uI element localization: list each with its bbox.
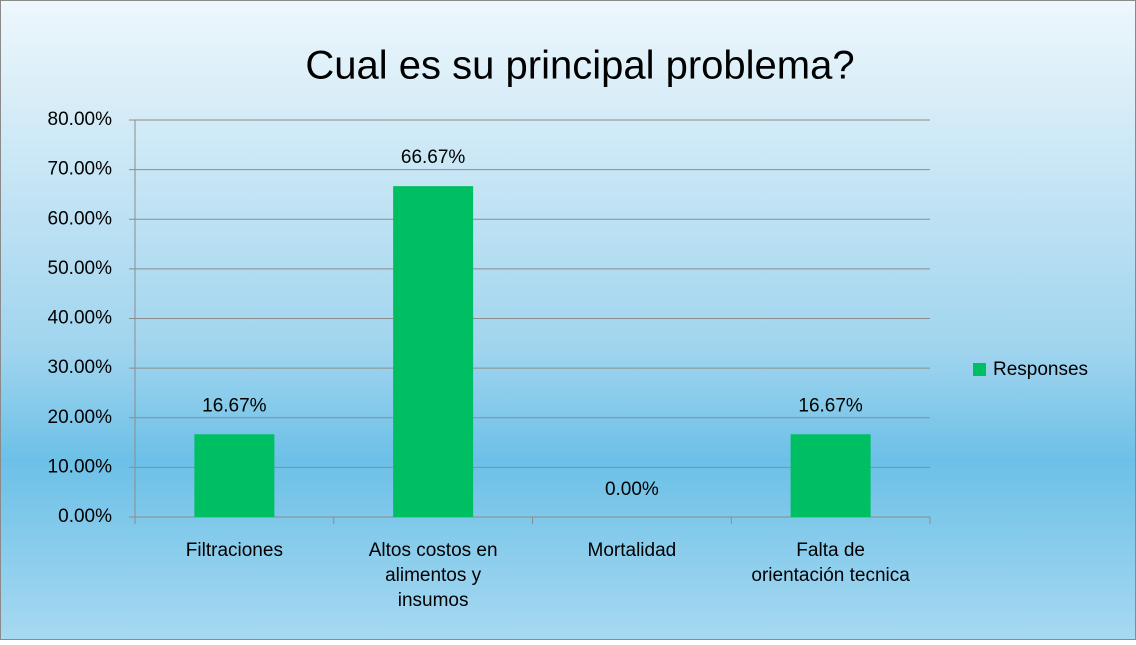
y-tick-label: 40.00% <box>48 308 113 329</box>
chart-title: Cual es su principal problema? <box>305 44 854 88</box>
bar <box>194 434 275 517</box>
x-tick-label: Altos costos en alimentos y insumos <box>368 540 498 611</box>
x-tick-label-box: Mortalidad <box>587 540 677 561</box>
x-tick-label: Mortalidad <box>587 540 677 561</box>
y-tick-label: 0.00% <box>58 506 112 527</box>
y-tick-label: 20.00% <box>48 407 113 428</box>
legend-swatch <box>973 363 986 376</box>
data-label: 16.67% <box>798 395 863 416</box>
bar <box>790 434 871 517</box>
data-label: 16.67% <box>202 395 267 416</box>
y-tick-label: 80.00% <box>48 109 113 130</box>
data-label: 0.00% <box>605 479 659 500</box>
y-tick-label: 10.00% <box>48 456 113 477</box>
x-tick-label-box: Filtraciones <box>185 540 283 561</box>
data-label: 66.67% <box>401 147 466 168</box>
legend-label: Responses <box>993 359 1088 380</box>
x-tick-label-box: Altos costos en alimentos y insumos <box>368 540 498 611</box>
x-tick-label-box: Falta de orientación tecnica <box>751 540 910 586</box>
y-tick-label: 50.00% <box>48 258 113 279</box>
bar <box>393 186 474 517</box>
y-tick-label: 60.00% <box>48 208 113 229</box>
y-tick-label: 30.00% <box>48 357 113 378</box>
x-tick-label: Filtraciones <box>185 540 283 561</box>
x-tick-label: Falta de orientación tecnica <box>751 540 910 586</box>
y-tick-label: 70.00% <box>48 159 113 180</box>
